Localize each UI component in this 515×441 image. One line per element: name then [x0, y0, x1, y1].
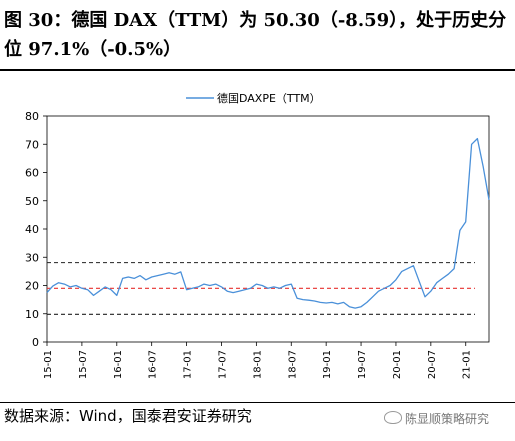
y-tick-label: 40	[25, 223, 39, 236]
x-tick-label: 17-01	[183, 350, 194, 379]
x-tick-label: 16-07	[148, 350, 159, 379]
plot-frame	[46, 115, 490, 343]
wechat-icon	[384, 411, 402, 424]
y-tick-label: 60	[25, 167, 39, 180]
pe-line-chart: 德国DAXPE（TTM） 0 10 20 30 40 50 60 70 80 15-01 15-07…	[25, 91, 490, 379]
x-tick-label: 20-01	[392, 350, 403, 379]
x-tick-label: 15-01	[43, 350, 54, 379]
y-tick-label: 80	[25, 110, 39, 123]
x-tick-label: 19-07	[357, 350, 368, 379]
source-note: 数据来源：Wind，国泰君安证券研究	[4, 407, 252, 425]
legend-label: 德国DAXPE（TTM）	[217, 91, 321, 105]
y-tick-label: 70	[25, 138, 39, 151]
figure-title: 图 30：德国 DAX（TTM）为 50.30（-8.59），处于历史分位 97…	[4, 10, 507, 60]
series-line	[46, 137, 490, 309]
x-tick-label: 16-01	[113, 350, 124, 379]
title-divider	[0, 69, 515, 71]
x-tick-label: 18-01	[252, 350, 263, 379]
x-tick-label: 17-07	[217, 350, 228, 379]
legend: 德国DAXPE（TTM）	[186, 91, 321, 105]
watermark-text: 陈显顺策略研究	[405, 412, 490, 426]
y-tick-label: 20	[25, 280, 39, 293]
reference-lines	[47, 262, 475, 315]
axes: 0 10 20 30 40 50 60 70 80 15-01 15-07 16-01 16-07 17-…	[25, 110, 490, 379]
x-tick-label: 18-07	[287, 350, 298, 379]
x-tick-label: 19-01	[322, 350, 333, 379]
y-tick-label: 0	[32, 336, 39, 349]
y-tick-label: 10	[25, 308, 39, 321]
x-tick-label: 21-01	[462, 350, 473, 379]
watermark: 陈显顺策略研究	[384, 410, 489, 427]
x-tick-label: 15-07	[78, 350, 89, 379]
y-tick-label: 30	[25, 251, 39, 264]
source-divider	[0, 402, 515, 403]
x-tick-label: 20-07	[427, 350, 438, 379]
y-tick-label: 50	[25, 195, 39, 208]
series-layer	[46, 137, 490, 309]
